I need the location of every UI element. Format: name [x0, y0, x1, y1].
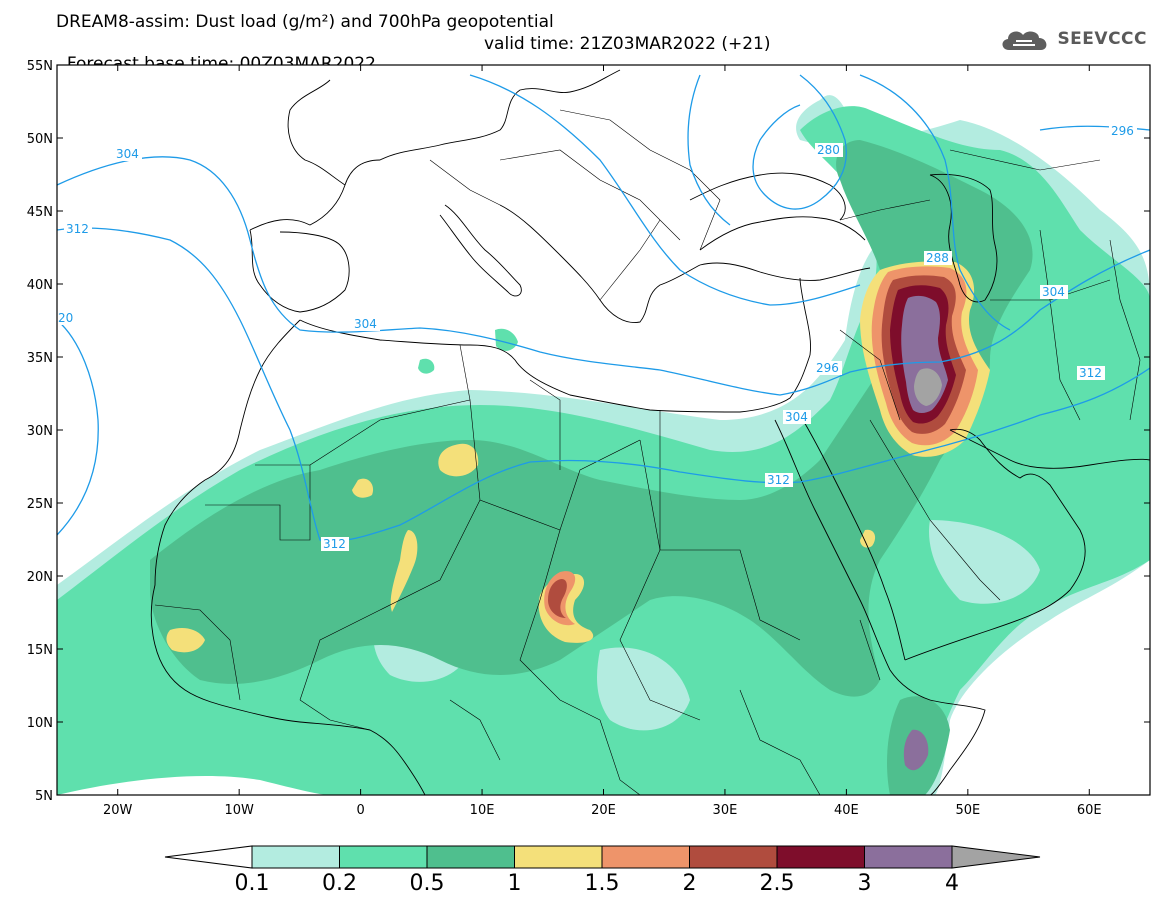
lat-tick-label: 55N	[27, 59, 53, 74]
lat-tick-label: 30N	[27, 424, 53, 439]
colorbar-right-arrow	[951, 845, 1041, 869]
lon-tick-label: 20E	[591, 803, 616, 818]
contour-label-304: 304	[354, 317, 377, 331]
colorbar-label: 1	[508, 871, 522, 896]
contour-label-304: 304	[116, 147, 139, 161]
contour-label-312: 312	[1079, 366, 1102, 380]
contour-label-288: 288	[926, 251, 949, 265]
contour-label-296: 296	[816, 361, 839, 375]
dust-level-0.5	[150, 140, 1033, 697]
lon-tick-label: 50E	[955, 803, 980, 818]
lat-tick-label: 45N	[27, 205, 53, 220]
lat-tick-label: 15N	[27, 643, 53, 658]
lat-tick-label: 5N	[35, 789, 53, 804]
dust-shading	[57, 95, 1150, 795]
lat-tick-label: 25N	[27, 497, 53, 512]
colorbar-box	[426, 845, 515, 869]
colorbar-box	[514, 845, 603, 869]
latitude-axis: 55N 50N 45N 40N 35N 30N 25N 20N 15N 10N 5N	[27, 59, 1150, 804]
country-borders	[154, 109, 1141, 795]
lat-tick-label: 40N	[27, 278, 53, 293]
contour-label-312: 312	[323, 537, 346, 551]
colorbar-box	[776, 845, 865, 869]
lon-tick-label: 30E	[713, 803, 738, 818]
dust-level-2	[548, 578, 567, 618]
cloud-logo-icon	[1002, 31, 1047, 50]
lat-tick-label: 10N	[27, 716, 53, 731]
colorbar: 0.1 0.2 0.5 1 1.5 2 2.5 3 4	[164, 845, 1041, 896]
colorbar-box	[251, 845, 340, 869]
colorbar-label: 4	[945, 871, 959, 896]
logo-text: SEEVCCC	[1057, 29, 1147, 49]
colorbar-box	[864, 845, 953, 869]
longitude-axis: 20W 10W 0 10E 20E 30E 40E 50E 60E	[103, 65, 1102, 818]
contour-label-304: 304	[1042, 285, 1065, 299]
colorbar-box	[339, 845, 428, 869]
contour-label-280: 280	[817, 143, 840, 157]
contour-labels: 304 312 20 304 312 280 296 288 296 304 3…	[57, 124, 1137, 551]
colorbar-label: 1.5	[585, 871, 620, 896]
coastlines	[150, 69, 1150, 795]
dust-level-1	[438, 443, 479, 477]
lat-tick-label: 20N	[27, 570, 53, 585]
seevccc-logo: SEEVCCC	[999, 26, 1147, 52]
contour-label-312: 312	[767, 473, 790, 487]
lat-tick-label: 50N	[27, 132, 53, 147]
lon-tick-label: 20W	[103, 803, 133, 818]
colorbar-label: 0.2	[322, 871, 357, 896]
colorbar-box	[689, 845, 778, 869]
lon-tick-label: 0	[356, 803, 364, 818]
colorbar-label: 0.5	[410, 871, 445, 896]
contour-label-304: 304	[785, 410, 808, 424]
map-title: DREAM8-assim: Dust load (g/m²) and 700hP…	[56, 12, 554, 32]
colorbar-label: 3	[858, 871, 872, 896]
contour-label-312: 312	[66, 222, 89, 236]
contour-label-296: 296	[1111, 124, 1134, 138]
lon-tick-label: 10E	[470, 803, 495, 818]
lon-tick-label: 10W	[224, 803, 254, 818]
lon-tick-label: 60E	[1077, 803, 1102, 818]
colorbar-label: 2.5	[760, 871, 795, 896]
geopotential-contours	[57, 74, 1150, 542]
dust-level-4	[914, 368, 942, 406]
lon-tick-label: 40E	[834, 803, 859, 818]
colorbar-label: 0.1	[235, 871, 270, 896]
colorbar-box	[601, 845, 690, 869]
contour-label-20: 20	[58, 311, 73, 325]
lat-tick-label: 35N	[27, 351, 53, 366]
colorbar-label: 2	[683, 871, 697, 896]
valid-time-label: valid time: 21Z03MAR2022 (+21)	[484, 34, 771, 54]
colorbar-left-arrow	[164, 845, 253, 869]
